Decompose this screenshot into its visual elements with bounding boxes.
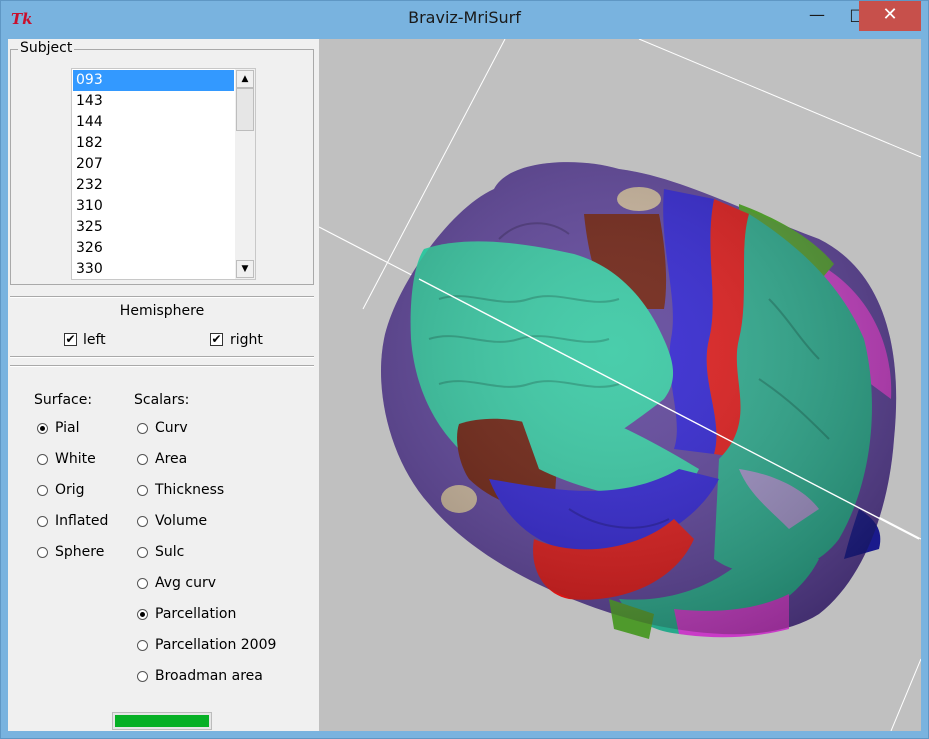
scalars-label: Scalars: bbox=[134, 392, 190, 408]
hemisphere-title: Hemisphere bbox=[119, 303, 205, 319]
subject-scrollbar[interactable]: ▲ ▼ bbox=[235, 69, 255, 279]
minimize-icon: — bbox=[809, 5, 825, 24]
surface-option-label[interactable]: Inflated bbox=[55, 513, 109, 529]
scroll-thumb[interactable] bbox=[236, 88, 254, 131]
tk-feather-icon: Tk bbox=[11, 10, 33, 28]
subject-item[interactable]: 325 bbox=[76, 219, 103, 235]
bounding-box-line bbox=[362, 38, 506, 310]
subject-item[interactable]: 144 bbox=[76, 114, 103, 130]
checkmark-icon: ✔ bbox=[65, 332, 76, 346]
scalar-radio-curv[interactable] bbox=[137, 423, 148, 434]
scalar-option-label[interactable]: Sulc bbox=[155, 544, 185, 560]
arrow-down-icon: ▼ bbox=[241, 264, 249, 274]
subject-item[interactable]: 326 bbox=[76, 240, 103, 256]
left-hemisphere-checkbox[interactable]: ✔ bbox=[64, 333, 77, 346]
subject-item[interactable]: 143 bbox=[76, 93, 103, 109]
subject-group: Subject 093 143 144 182 207 232 310 325 … bbox=[10, 40, 314, 285]
scalar-option-label[interactable]: Thickness bbox=[155, 482, 225, 498]
surface-radio-inflated[interactable] bbox=[37, 516, 48, 527]
brain-surface[interactable] bbox=[381, 162, 897, 639]
surface-radio-white[interactable] bbox=[37, 454, 48, 465]
bounding-box-line bbox=[638, 38, 922, 158]
surface-radio-orig[interactable] bbox=[37, 485, 48, 496]
minimize-button[interactable]: — bbox=[794, 1, 840, 31]
surface-radio-sphere[interactable] bbox=[37, 547, 48, 558]
close-button[interactable]: ✕ bbox=[859, 1, 921, 31]
scalar-radio-avg-curv[interactable] bbox=[137, 578, 148, 589]
scalar-option-label[interactable]: Volume bbox=[155, 513, 208, 529]
scalar-radio-area[interactable] bbox=[137, 454, 148, 465]
subject-item[interactable]: 182 bbox=[76, 135, 103, 151]
separator bbox=[10, 296, 314, 298]
cutting-plane-overlay bbox=[418, 278, 920, 540]
client-area: Subject 093 143 144 182 207 232 310 325 … bbox=[8, 38, 922, 732]
window-title: Braviz-MriSurf bbox=[408, 8, 521, 27]
scalar-radio-parcellation-2009[interactable] bbox=[137, 640, 148, 651]
scalar-option-label[interactable]: Parcellation 2009 bbox=[155, 637, 277, 653]
scroll-up-button[interactable]: ▲ bbox=[236, 70, 254, 88]
scalar-option-label[interactable]: Curv bbox=[155, 420, 188, 436]
surface-option-label[interactable]: Sphere bbox=[55, 544, 105, 560]
subject-item[interactable]: 207 bbox=[76, 156, 103, 172]
subject-item[interactable]: 232 bbox=[76, 177, 103, 193]
scalar-radio-parcellation[interactable] bbox=[137, 609, 148, 620]
arrow-up-icon: ▲ bbox=[241, 74, 249, 84]
title-bar[interactable]: Tk Braviz-MriSurf — □ ✕ bbox=[1, 1, 928, 37]
subject-item[interactable]: 310 bbox=[76, 198, 103, 214]
scalar-option-label[interactable]: Avg curv bbox=[155, 575, 216, 591]
right-hemisphere-checkbox[interactable]: ✔ bbox=[210, 333, 223, 346]
separator bbox=[10, 356, 314, 358]
scalar-option-label[interactable]: Area bbox=[155, 451, 188, 467]
scroll-down-button[interactable]: ▼ bbox=[236, 260, 254, 278]
subject-listbox[interactable]: 093 143 144 182 207 232 310 325 326 330 … bbox=[71, 68, 256, 280]
surface-option-label[interactable]: Orig bbox=[55, 482, 85, 498]
progress-bar bbox=[112, 712, 212, 730]
scalar-radio-broadman-area[interactable] bbox=[137, 671, 148, 682]
close-icon: ✕ bbox=[882, 4, 898, 25]
control-panel: Subject 093 143 144 182 207 232 310 325 … bbox=[8, 39, 317, 731]
bounding-box-line bbox=[890, 658, 922, 732]
brain-render[interactable] bbox=[318, 38, 922, 732]
surface-radio-pial[interactable] bbox=[37, 423, 48, 434]
surface-option-label[interactable]: White bbox=[55, 451, 96, 467]
3d-viewport[interactable] bbox=[317, 38, 922, 732]
scalar-radio-sulc[interactable] bbox=[137, 547, 148, 558]
scalar-option-label[interactable]: Parcellation bbox=[155, 606, 237, 622]
scalar-option-label[interactable]: Broadman area bbox=[155, 668, 263, 684]
subject-item[interactable]: 330 bbox=[76, 261, 103, 277]
separator bbox=[10, 365, 314, 367]
surface-label: Surface: bbox=[34, 392, 93, 408]
scalar-radio-volume[interactable] bbox=[137, 516, 148, 527]
scalar-radio-thickness[interactable] bbox=[137, 485, 148, 496]
surface-option-label[interactable]: Pial bbox=[55, 420, 80, 436]
progress-fill bbox=[115, 715, 209, 727]
subject-item[interactable]: 093 bbox=[73, 70, 234, 91]
checkmark-icon: ✔ bbox=[211, 332, 222, 346]
right-hemisphere-label[interactable]: right bbox=[230, 332, 263, 348]
subject-label: Subject bbox=[18, 40, 75, 56]
left-hemisphere-label[interactable]: left bbox=[83, 332, 106, 348]
